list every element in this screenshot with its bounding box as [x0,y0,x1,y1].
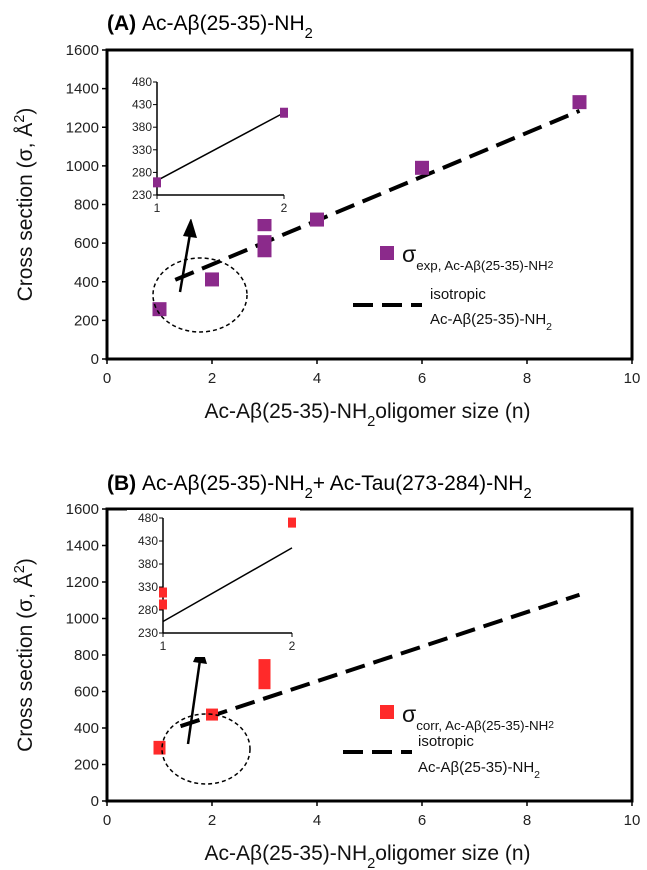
zoom-arrow [178,233,192,293]
y-tick-label: 1000 [66,611,99,628]
y-tick-label: 800 [74,197,99,214]
y-tick-label: 600 [74,684,99,701]
y-axis-label: Cross section (σ, Å2) [12,108,37,302]
inset-x-tick-label: 2 [281,201,288,215]
chart-title: (B) Ac-Aβ(25-35)-NH2+ Ac-Tau(273-284)-NH… [107,472,532,502]
x-tick-label: 4 [313,370,321,387]
zoom-arrow [186,659,202,745]
x-axis-label: Ac-Aβ(25-35)-NH2oligomer size (n) [205,400,531,430]
data-marker [310,212,324,227]
data-marker [153,740,166,755]
inset-data-marker [159,587,167,598]
inset-y-tick-label: 230 [138,626,158,640]
y-tick-label: 1600 [66,501,99,518]
data-marker [415,160,429,175]
legend-label-isotropic: isotropic [430,286,486,303]
y-tick-label: 1400 [66,81,99,98]
chart-title: (A) Ac-Aβ(25-35)-NH2 [107,12,313,42]
legend-label-isotropic-name: Ac-Aβ(25-35)-NH2 [418,759,540,781]
legend-marker [380,705,394,719]
x-tick-label: 4 [313,812,321,829]
y-tick-label: 1600 [66,42,99,59]
x-axis-label: Ac-Aβ(25-35)-NH2oligomer size (n) [205,842,531,870]
x-tick-label: 10 [624,370,641,387]
inset-y-tick-label: 280 [132,165,152,179]
inset-data-marker [280,107,288,118]
inset-x-tick-label: 1 [154,201,161,215]
y-tick-label: 600 [74,235,99,252]
zoom-arrow-head [183,218,197,238]
inset-y-tick-label: 380 [138,557,158,571]
legend-marker [380,246,394,260]
data-marker [205,272,219,287]
inset-y-tick-label: 430 [132,98,152,112]
data-marker [257,217,272,232]
x-tick-label: 8 [523,370,531,387]
inset-y-tick-label: 480 [132,75,152,89]
x-tick-label: 8 [523,812,531,829]
legend-label-isotropic-name: Ac-Aβ(25-35)-NH2 [430,311,552,333]
inset-data-marker [288,517,296,528]
legend-label-isotropic: isotropic [418,733,474,750]
y-axis-label: Cross section (σ, Å2) [12,558,37,752]
inset-y-tick-label: 330 [132,143,152,157]
y-tick-label: 0 [91,351,99,368]
y-tick-label: 400 [74,274,99,291]
x-tick-label: 10 [624,812,641,829]
inset-data-marker [159,599,167,610]
inset-y-tick-label: 430 [138,534,158,548]
legend-label-data: σcorr, Ac-Aβ(25-35)-NH2 [402,701,554,733]
legend-label-data: σexp, Ac-Aβ(25-35)-NH2 [402,241,554,273]
y-tick-label: 1400 [66,538,99,555]
x-tick-label: 6 [418,370,426,387]
x-tick-label: 0 [103,370,111,387]
y-tick-label: 200 [74,757,99,774]
x-tick-label: 0 [103,812,111,829]
y-tick-label: 1200 [66,119,99,136]
inset-isotropic-line [162,547,293,623]
inset-isotropic-line [156,112,285,182]
panel-b: (B) Ac-Aβ(25-35)-NH2+ Ac-Tau(273-284)-NH… [12,472,640,870]
y-tick-label: 400 [74,720,99,737]
inset-x-tick-label: 2 [289,639,296,653]
data-marker [572,95,587,110]
y-tick-label: 1000 [66,158,99,175]
inset-x-tick-label: 1 [160,639,167,653]
y-tick-label: 0 [91,793,99,810]
data-marker [257,235,272,250]
inset-y-tick-label: 280 [138,603,158,617]
inset-y-tick-label: 230 [132,188,152,202]
data-marker [152,302,167,317]
inset-data-marker [153,177,161,188]
panel-a: (A) Ac-Aβ(25-35)-NH202004006008001000120… [12,12,640,430]
inset-y-tick-label: 330 [138,580,158,594]
x-tick-label: 2 [208,370,216,387]
highlight-oval [152,257,248,333]
inset-y-tick-label: 480 [138,511,158,525]
data-marker [258,659,271,690]
isotropic-line [179,592,581,729]
y-tick-label: 1200 [66,574,99,591]
x-tick-label: 6 [418,812,426,829]
y-tick-label: 800 [74,647,99,664]
y-tick-label: 200 [74,312,99,329]
highlight-oval [161,713,251,785]
inset-y-tick-label: 380 [132,120,152,134]
x-tick-label: 2 [208,812,216,829]
isotropic-line [174,108,581,282]
